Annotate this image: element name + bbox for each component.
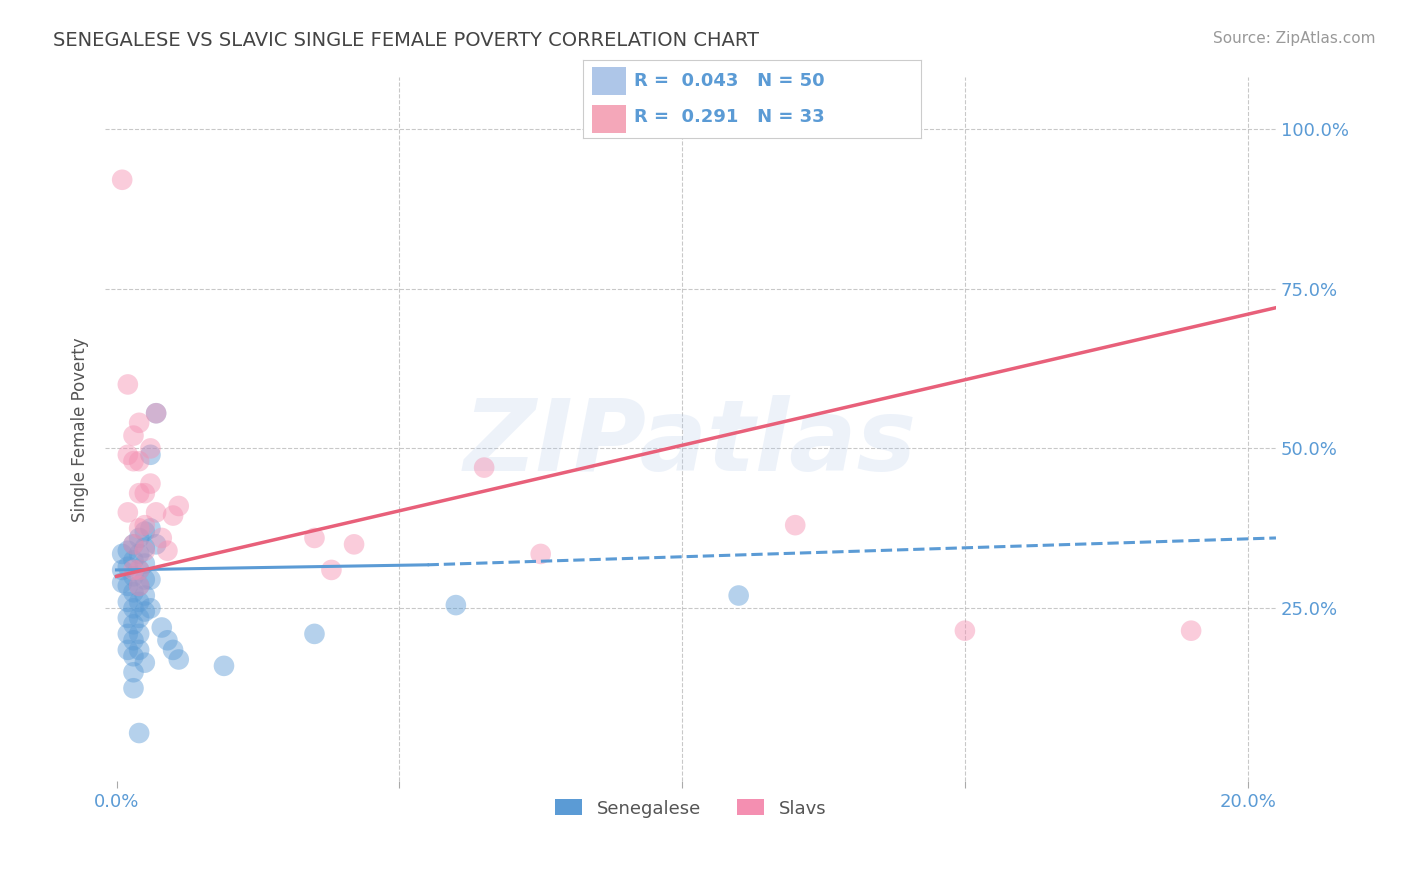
Point	[134, 589, 156, 603]
Point	[530, 547, 553, 561]
Point	[117, 377, 139, 392]
Point	[122, 681, 145, 696]
Point	[128, 486, 150, 500]
Point	[111, 575, 134, 590]
Point	[444, 598, 467, 612]
Point	[122, 563, 145, 577]
Point	[156, 543, 179, 558]
Text: ZIPatlas: ZIPatlas	[464, 395, 917, 491]
Text: R =  0.043   N = 50: R = 0.043 N = 50	[634, 72, 825, 90]
Point	[111, 547, 134, 561]
Point	[145, 505, 167, 519]
Point	[128, 643, 150, 657]
Point	[128, 531, 150, 545]
Point	[122, 569, 145, 583]
Point	[117, 595, 139, 609]
Point	[727, 589, 749, 603]
Point	[122, 617, 145, 632]
Y-axis label: Single Female Poverty: Single Female Poverty	[72, 337, 89, 522]
Text: R =  0.291   N = 33: R = 0.291 N = 33	[634, 108, 825, 126]
Point	[128, 627, 150, 641]
Legend: Senegalese, Slavs: Senegalese, Slavs	[548, 792, 834, 825]
Point	[150, 531, 173, 545]
Point	[145, 537, 167, 551]
Point	[122, 585, 145, 599]
Point	[134, 557, 156, 571]
Point	[304, 531, 326, 545]
Point	[128, 579, 150, 593]
Point	[128, 547, 150, 561]
Point	[139, 521, 162, 535]
Point	[167, 652, 190, 666]
Point	[122, 649, 145, 664]
Point	[156, 633, 179, 648]
Point	[122, 665, 145, 680]
Point	[139, 573, 162, 587]
Point	[785, 518, 807, 533]
Point	[117, 627, 139, 641]
Point	[111, 173, 134, 187]
Point	[134, 524, 156, 539]
Point	[134, 605, 156, 619]
Point	[128, 521, 150, 535]
Point	[122, 428, 145, 442]
Point	[472, 460, 495, 475]
Point	[122, 633, 145, 648]
Point	[128, 416, 150, 430]
Text: SENEGALESE VS SLAVIC SINGLE FEMALE POVERTY CORRELATION CHART: SENEGALESE VS SLAVIC SINGLE FEMALE POVER…	[53, 31, 759, 50]
Point	[139, 476, 162, 491]
Point	[128, 579, 150, 593]
Point	[122, 601, 145, 615]
Point	[117, 559, 139, 574]
Point	[304, 627, 326, 641]
FancyBboxPatch shape	[592, 104, 626, 133]
Point	[139, 442, 162, 456]
Point	[953, 624, 976, 638]
Point	[134, 486, 156, 500]
Point	[117, 543, 139, 558]
FancyBboxPatch shape	[592, 67, 626, 95]
Point	[117, 643, 139, 657]
Point	[321, 563, 343, 577]
Point	[139, 601, 162, 615]
Point	[122, 553, 145, 567]
Point	[145, 406, 167, 420]
Point	[134, 573, 156, 587]
Point	[128, 454, 150, 468]
Point	[117, 505, 139, 519]
Point	[145, 406, 167, 420]
Point	[128, 595, 150, 609]
Point	[122, 454, 145, 468]
Point	[134, 543, 156, 558]
Point	[134, 656, 156, 670]
Point	[1180, 624, 1202, 638]
Text: Source: ZipAtlas.com: Source: ZipAtlas.com	[1212, 31, 1375, 46]
Point	[122, 537, 145, 551]
Point	[128, 726, 150, 740]
Point	[212, 658, 235, 673]
Point	[162, 643, 184, 657]
Point	[117, 579, 139, 593]
Point	[162, 508, 184, 523]
Point	[128, 563, 150, 577]
Point	[343, 537, 366, 551]
Point	[117, 611, 139, 625]
Point	[150, 620, 173, 634]
Point	[139, 448, 162, 462]
Point	[128, 563, 150, 577]
Point	[167, 499, 190, 513]
Point	[117, 448, 139, 462]
Point	[128, 611, 150, 625]
Point	[111, 563, 134, 577]
Point	[134, 518, 156, 533]
Point	[134, 541, 156, 555]
Point	[122, 537, 145, 551]
